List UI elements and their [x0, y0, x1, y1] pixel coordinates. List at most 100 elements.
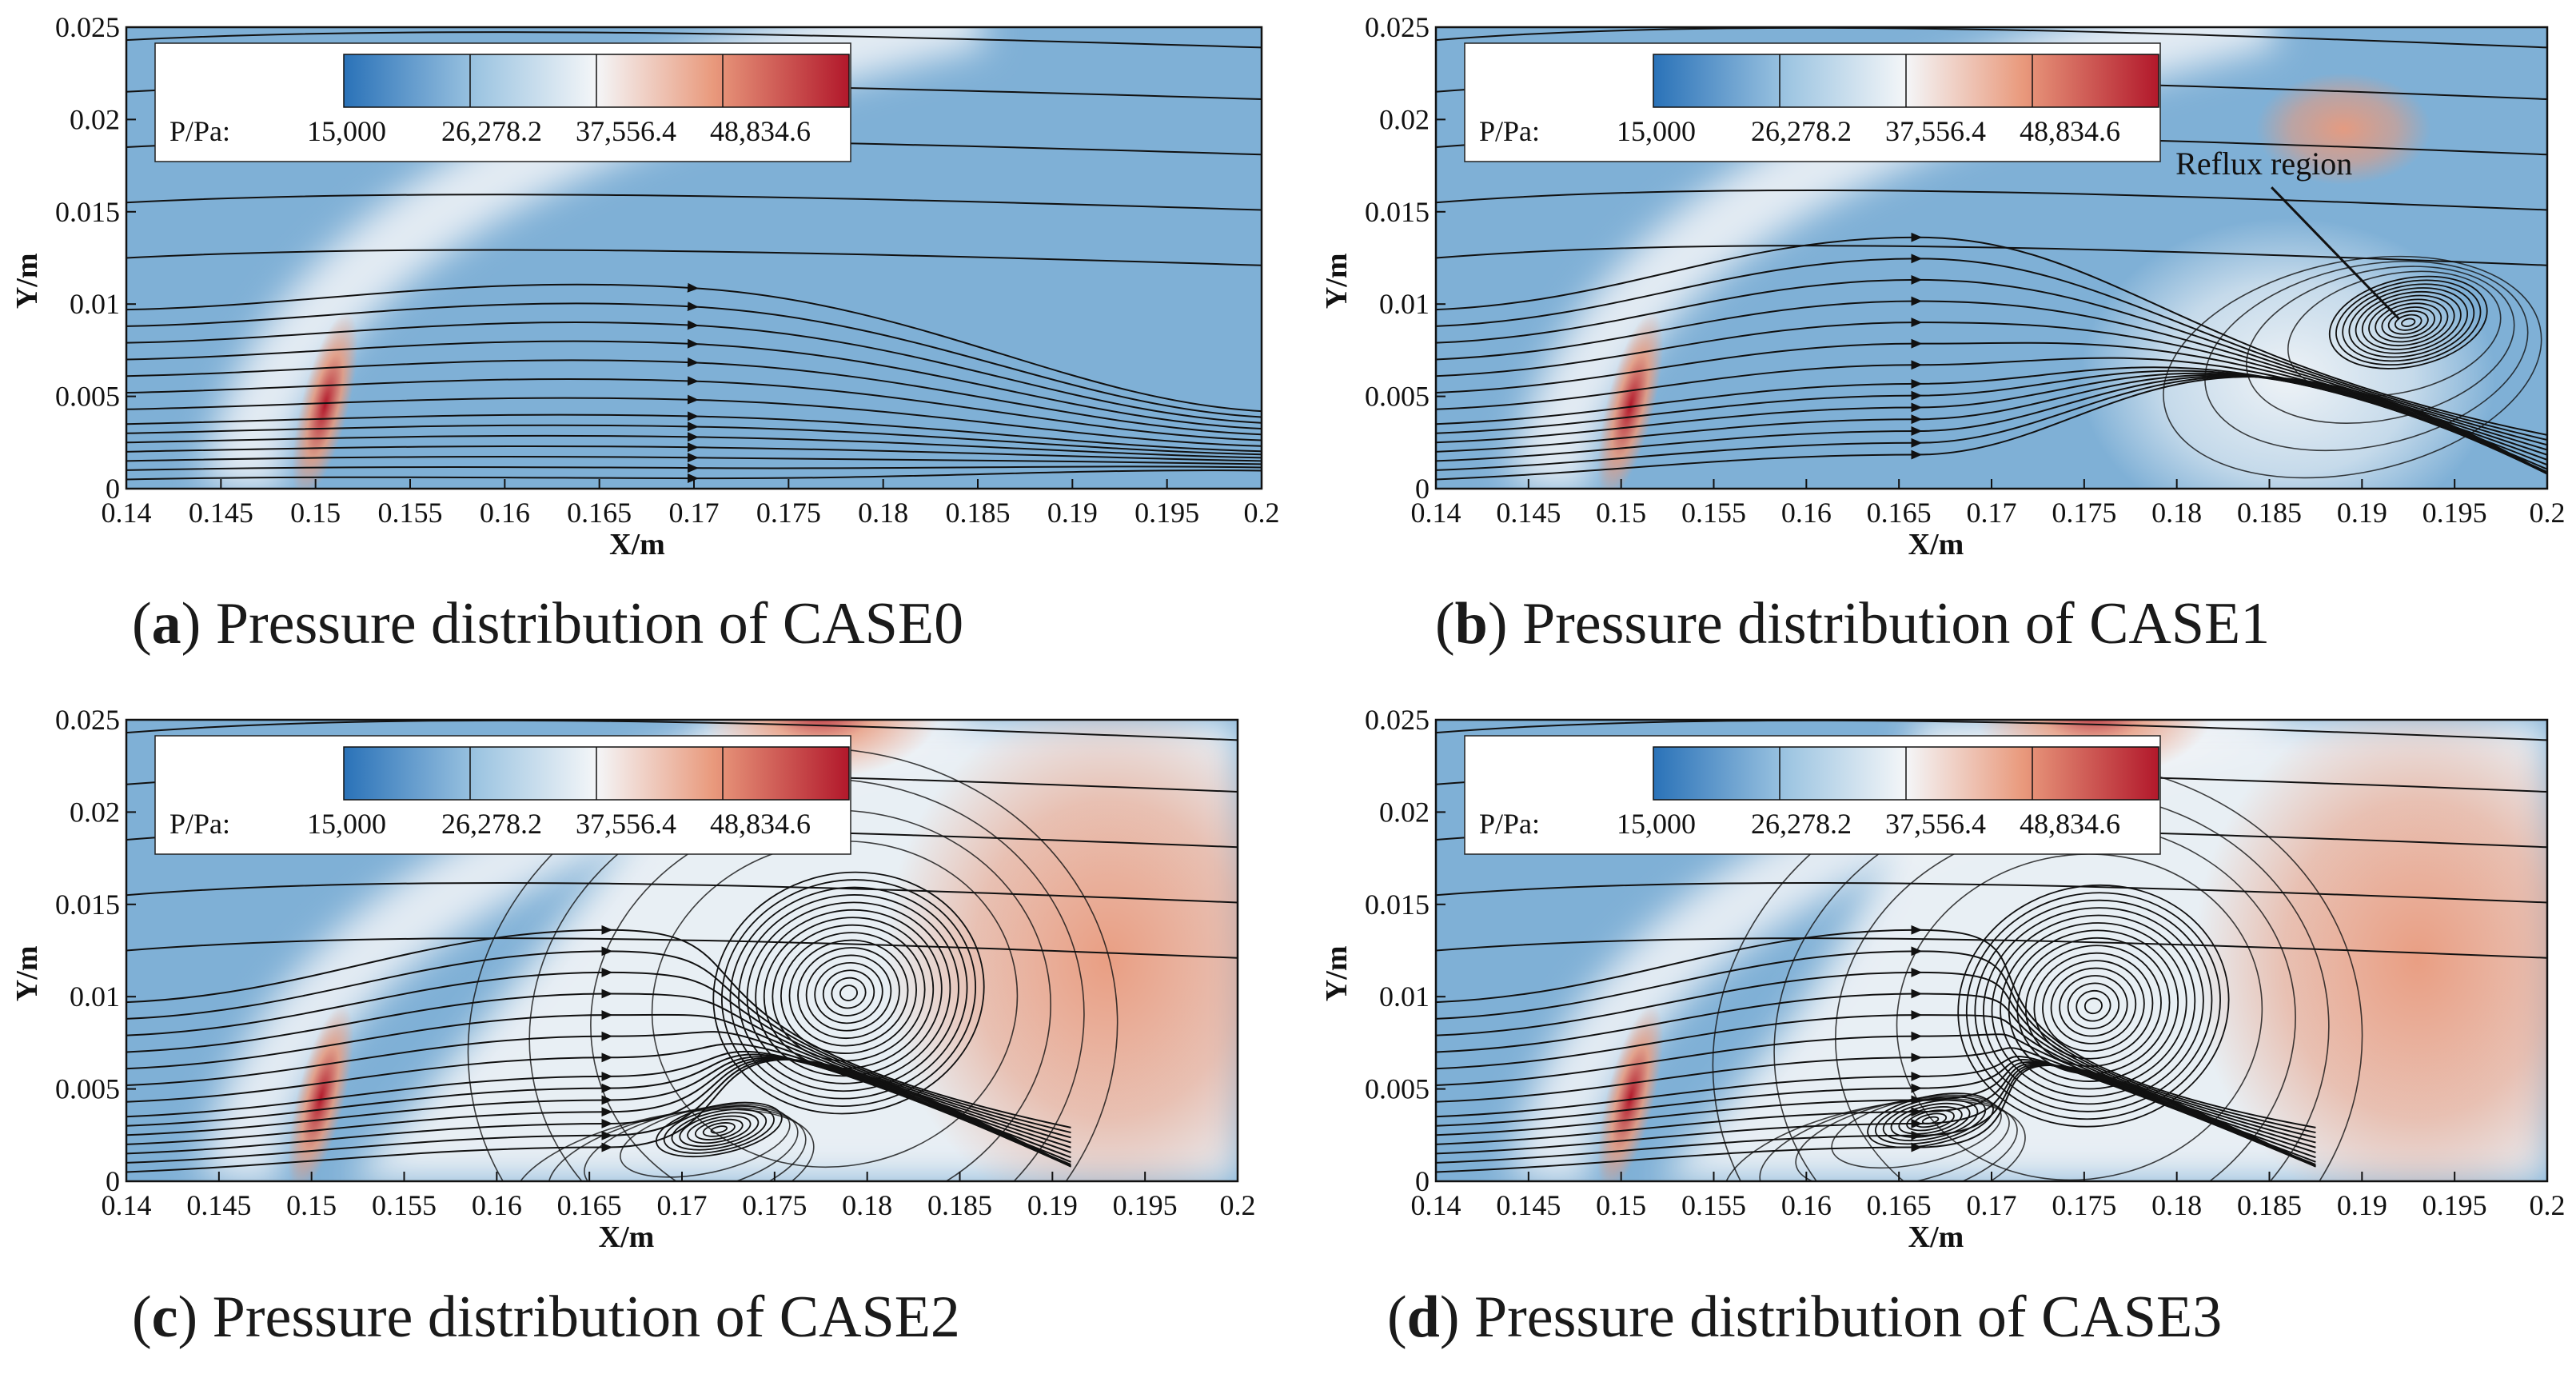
caption-b: (b) Pressure distribution of CASE1: [1435, 591, 2271, 657]
streamline: [1436, 27, 2547, 49]
vortex-ring: [2394, 314, 2422, 331]
x-tick-label: 0.175: [742, 1189, 807, 1221]
streamline: [1436, 189, 2547, 211]
chart-panel-case3: P/Pa: 15,000 26,278.2 37,556.4 48,834.60.14 0…: [1320, 704, 2566, 1254]
streamline: [126, 376, 1262, 441]
y-tick-label: 0: [1415, 1165, 1430, 1197]
vortex-ring: [679, 1112, 760, 1148]
streamline: [126, 302, 1262, 418]
x-tick-label: 0.17: [657, 1189, 708, 1221]
chart-panel-case2: P/Pa: 15,000 26,278.2 37,556.4 48,834.60.14 0…: [10, 704, 1256, 1254]
y-tick-label: 0.02: [70, 796, 120, 828]
caption-c: (c) Pressure distribution of CASE2: [132, 1284, 960, 1350]
x-tick-label: 0.14: [1411, 497, 1461, 529]
x-tick-label: 0.175: [2052, 1189, 2116, 1221]
x-tick-label: 0.145: [189, 497, 253, 529]
streamlines: [1436, 27, 2547, 481]
y-tick-label: 0.005: [55, 381, 120, 413]
x-tick-label: 0.155: [372, 1189, 437, 1221]
streamline: [126, 357, 1262, 436]
vortex-ring: [694, 1118, 744, 1140]
y-tick-label: 0.015: [55, 196, 120, 228]
y-tick-label: 0.025: [55, 704, 120, 736]
y-tick-label: 0: [106, 1165, 120, 1197]
vortex-ring: [738, 894, 959, 1092]
vortex-ring: [755, 909, 943, 1077]
vortex-ring: [1983, 907, 2204, 1105]
x-tick-label: 0.195: [2422, 497, 2487, 529]
x-tick-label: 0.175: [756, 497, 821, 529]
vortex-outer-streamline: [1896, 853, 2263, 1181]
y-tick-label: 0.005: [55, 1073, 120, 1105]
streamline: [126, 1010, 1071, 1148]
legend-title: P/Pa:: [1479, 115, 1540, 147]
streamline: [1436, 720, 2547, 741]
x-tick-label: 0.18: [858, 497, 908, 529]
x-tick-label: 0.16: [1781, 497, 1832, 529]
vortex-ring: [1890, 1102, 1971, 1138]
x-tick-label: 0.155: [1681, 1189, 1746, 1221]
y-tick-label: 0.015: [55, 889, 120, 921]
caption-label: c: [151, 1284, 178, 1350]
streamlines: [126, 720, 1238, 1181]
vortex-ring: [1898, 1106, 1963, 1135]
jet-hotspot: [1597, 1005, 1664, 1181]
streamline: [126, 946, 1071, 1134]
legend-level: 26,278.2: [441, 115, 542, 147]
y-tick-label: 0.025: [1365, 704, 1430, 736]
y-tick-label: 0.015: [1365, 889, 1430, 921]
y-tick-label: 0.01: [70, 981, 120, 1013]
streamline: [126, 720, 1238, 741]
x-axis-label: X/m: [1908, 1220, 1964, 1254]
vortex-ring: [2335, 279, 2482, 366]
x-tick-label: 0.15: [1596, 497, 1646, 529]
streamline: [126, 31, 1262, 49]
streamline: [126, 411, 1262, 453]
x-tick-label: 0.19: [1027, 1189, 1078, 1221]
x-tick-label: 0.175: [2052, 497, 2116, 529]
caption-text: Pressure distribution of CASE0: [215, 591, 964, 657]
y-tick-label: 0.005: [1365, 381, 1430, 413]
x-tick-label: 0.2: [1220, 1189, 1256, 1221]
streamline: [126, 320, 1262, 424]
legend-level: 48,834.6: [2020, 808, 2120, 840]
vortex-ring: [839, 985, 858, 1001]
vortex-ring: [2076, 989, 2111, 1022]
vortex-ring: [2016, 937, 2171, 1075]
x-tick-label: 0.15: [286, 1189, 337, 1221]
vortex-ring: [671, 1108, 768, 1151]
streamline: [126, 194, 1262, 211]
vortex-ring: [831, 977, 867, 1009]
x-tick-label: 0.17: [1967, 1189, 2017, 1221]
streamline: [1436, 925, 2316, 1128]
streamline: [1436, 376, 2547, 481]
vortex-ring: [2342, 283, 2475, 362]
vortex-ring: [2355, 290, 2462, 354]
streamline: [1436, 373, 2547, 475]
x-tick-label: 0.195: [1134, 497, 1199, 529]
vortex-ring: [2000, 922, 2187, 1090]
vortex-ring: [2375, 302, 2442, 343]
streamline: [126, 282, 1262, 413]
y-axis-label: Y/m: [1320, 254, 1354, 310]
x-tick-label: 0.16: [480, 497, 530, 529]
legend-level: 15,000: [307, 808, 386, 840]
vortex-ring: [712, 871, 985, 1115]
x-tick-label: 0.15: [1596, 1189, 1646, 1221]
streamline: [126, 881, 1238, 904]
streamline: [1436, 254, 2547, 441]
vortex-ring: [2328, 275, 2488, 369]
legend-title: P/Pa:: [169, 115, 230, 147]
streamline: [126, 453, 1262, 465]
y-tick-label: 0.02: [1379, 103, 1430, 135]
vortex-ring: [746, 901, 951, 1084]
y-tick-label: 0.025: [55, 11, 120, 43]
x-axis-label: X/m: [599, 1220, 655, 1254]
x-tick-label: 0.16: [472, 1189, 522, 1221]
streamline: [126, 421, 1262, 456]
streamline: [1436, 366, 2547, 470]
vortex-ring: [2381, 306, 2435, 339]
y-tick-label: 0.015: [1365, 196, 1430, 228]
y-axis-label: Y/m: [10, 946, 44, 1002]
